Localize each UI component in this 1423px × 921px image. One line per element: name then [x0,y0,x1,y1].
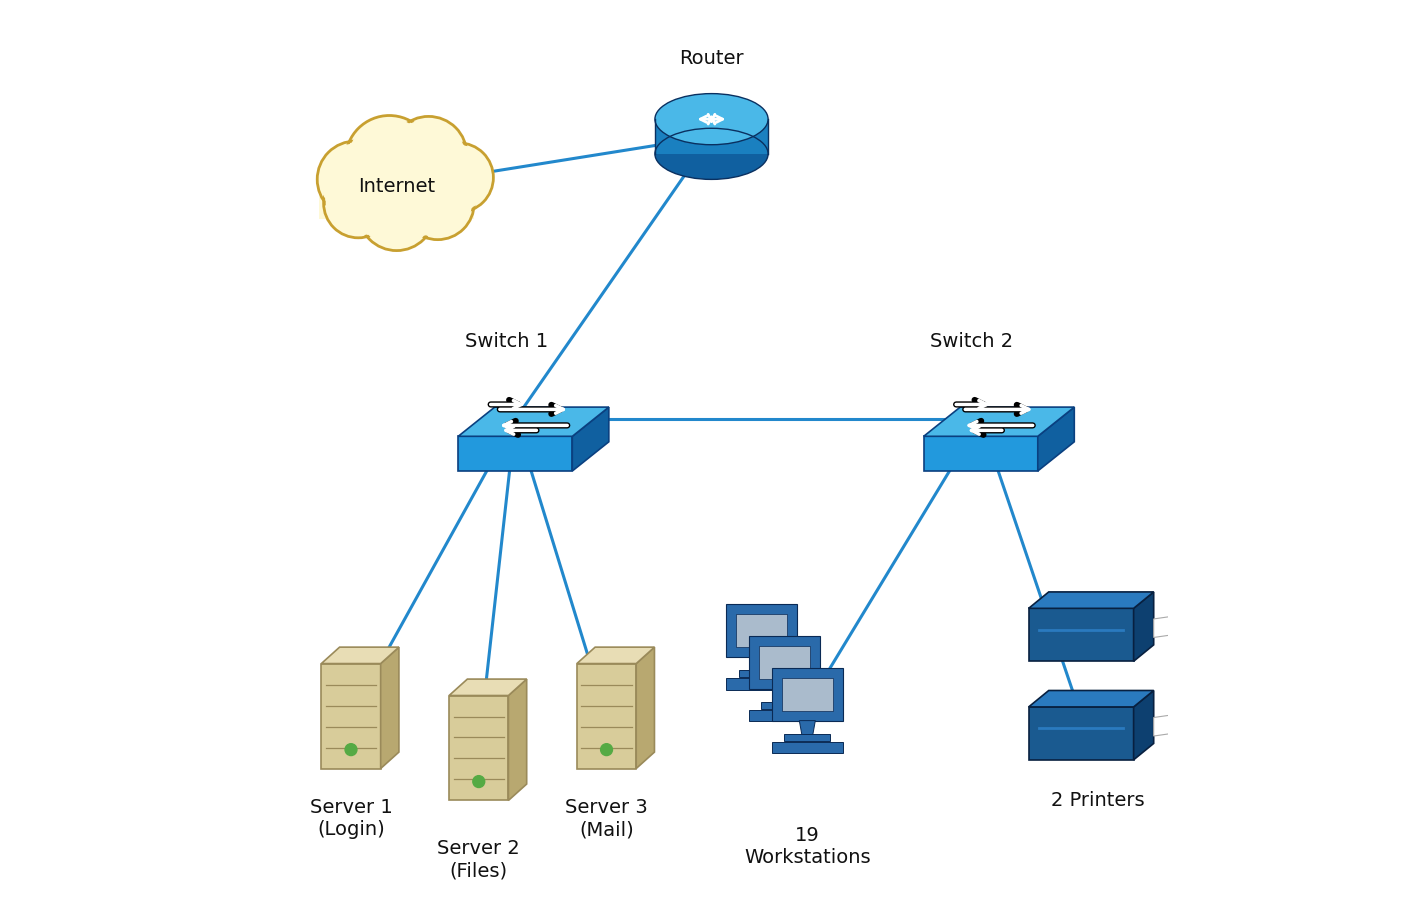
Circle shape [344,743,357,755]
Polygon shape [771,741,842,753]
Polygon shape [924,437,1037,471]
Circle shape [427,146,491,209]
Text: Server 3
(Mail): Server 3 (Mail) [565,799,647,839]
Polygon shape [1029,707,1134,760]
Polygon shape [771,668,842,720]
Polygon shape [726,678,797,690]
Polygon shape [754,657,770,671]
Polygon shape [322,647,398,663]
Text: Router: Router [679,49,744,68]
Circle shape [349,119,430,200]
Circle shape [404,169,471,237]
Text: Server 2
(Files): Server 2 (Files) [437,839,521,880]
Circle shape [472,775,485,787]
Polygon shape [1154,614,1185,637]
Text: Internet: Internet [359,177,435,196]
Circle shape [320,144,391,215]
Polygon shape [748,710,820,721]
Polygon shape [458,437,572,471]
Ellipse shape [655,128,768,180]
Polygon shape [924,407,1074,437]
Polygon shape [1037,407,1074,471]
Polygon shape [1154,713,1185,736]
Text: Switch 1: Switch 1 [464,332,548,351]
Ellipse shape [655,94,768,145]
Polygon shape [777,689,793,704]
Polygon shape [784,734,831,740]
Polygon shape [781,678,832,711]
Polygon shape [576,663,636,768]
Circle shape [401,167,474,239]
Text: 2 Printers: 2 Printers [1050,791,1144,810]
Text: Server 1
(Login): Server 1 (Login) [310,799,393,839]
Polygon shape [758,647,810,679]
Polygon shape [572,407,609,471]
Circle shape [326,171,390,235]
Circle shape [359,174,435,251]
Polygon shape [1134,691,1154,760]
Polygon shape [322,663,381,768]
Polygon shape [450,695,508,800]
Circle shape [424,143,494,212]
Text: 19
Workstations: 19 Workstations [744,825,871,867]
Polygon shape [1029,691,1154,707]
Polygon shape [761,703,808,709]
Circle shape [393,120,464,190]
Polygon shape [726,604,797,657]
Polygon shape [748,635,820,689]
Polygon shape [450,679,527,695]
Polygon shape [458,407,609,437]
Polygon shape [576,647,655,663]
Circle shape [346,115,433,204]
Circle shape [601,743,612,755]
Polygon shape [381,647,398,768]
Polygon shape [636,647,655,768]
Circle shape [317,141,394,217]
Polygon shape [1029,592,1154,609]
Polygon shape [508,679,527,800]
Polygon shape [736,614,787,647]
Circle shape [390,116,467,193]
FancyBboxPatch shape [319,164,474,218]
Circle shape [361,177,433,248]
Polygon shape [655,119,768,154]
Polygon shape [739,670,785,677]
Text: Switch 2: Switch 2 [931,332,1013,351]
Polygon shape [1029,609,1134,661]
Polygon shape [800,720,815,736]
Polygon shape [1134,592,1154,661]
Circle shape [323,169,393,238]
